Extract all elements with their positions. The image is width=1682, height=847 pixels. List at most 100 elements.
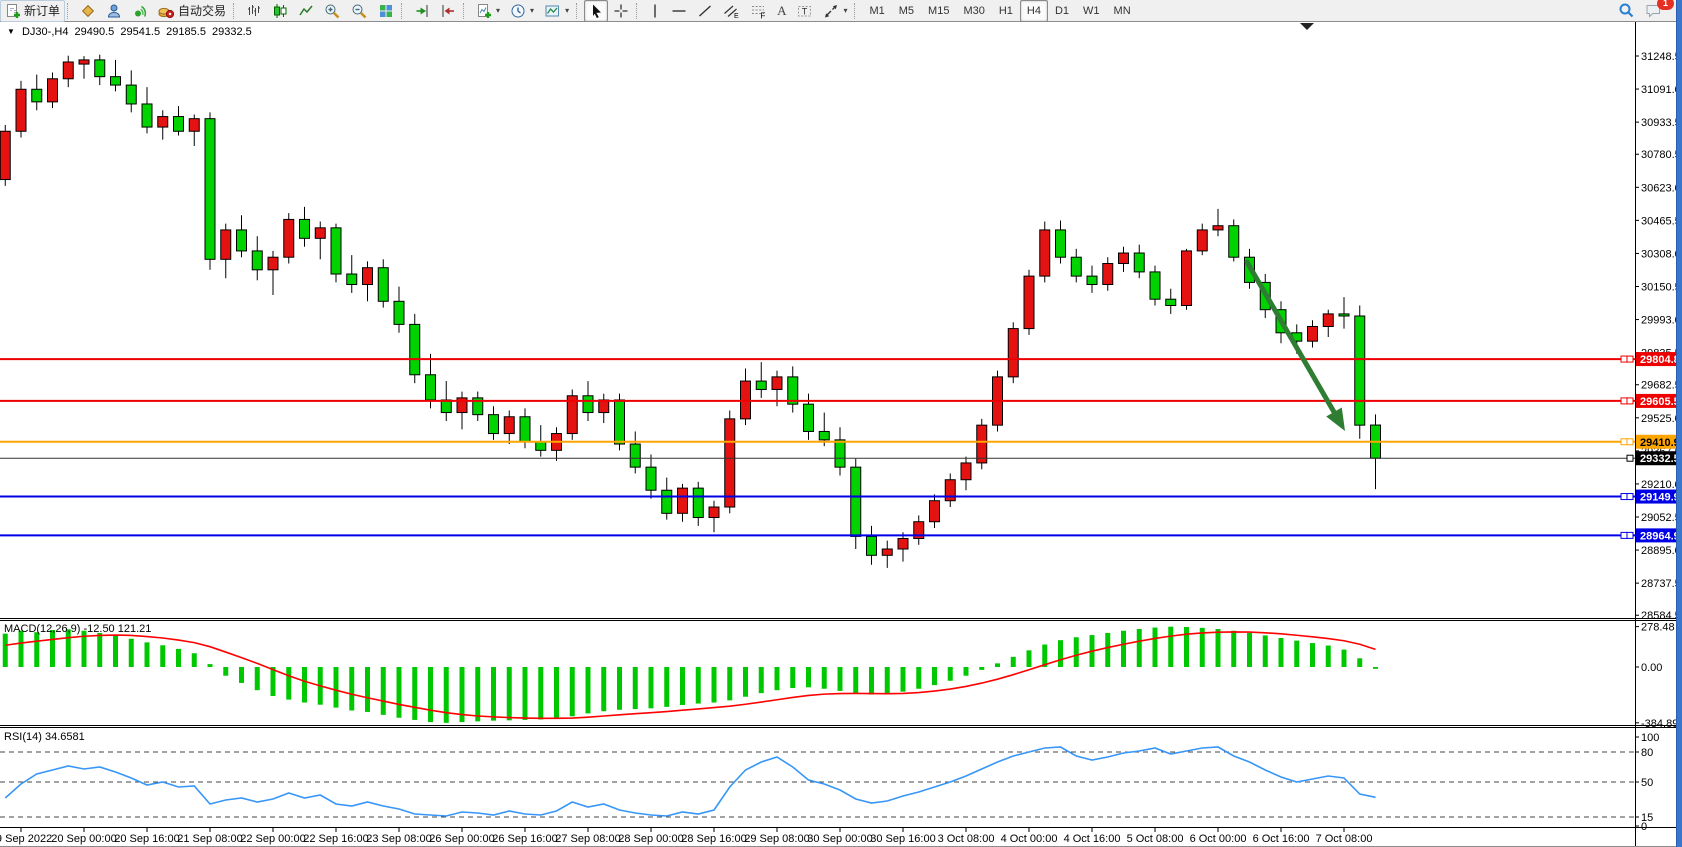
toolbar-separator <box>233 2 239 19</box>
svg-text:26 Sep 16:00: 26 Sep 16:00 <box>492 833 557 845</box>
new-order-icon <box>7 3 20 18</box>
new-order-button[interactable]: 新订单 <box>0 0 66 22</box>
toolbar-separator <box>463 2 469 19</box>
svg-text:3 Oct 08:00: 3 Oct 08:00 <box>938 833 995 845</box>
chat-button[interactable]: 1 <box>1640 0 1674 22</box>
line-chart-button[interactable] <box>293 0 319 22</box>
svg-text:7 Oct 08:00: 7 Oct 08:00 <box>1316 833 1373 845</box>
hlines-layer <box>0 355 1635 539</box>
svg-text:29804.8: 29804.8 <box>1640 354 1680 366</box>
chart-title: ▼ DJ30-,H4 29490.5 29541.5 29185.5 29332… <box>7 26 255 38</box>
timeframe-m1[interactable]: M1 <box>869 4 885 17</box>
periods-button[interactable]: ▾ <box>505 0 539 22</box>
horizontal-line-tool-button[interactable] <box>666 0 692 22</box>
svg-text:26 Sep 00:00: 26 Sep 00:00 <box>429 833 494 845</box>
chart-shift-button[interactable] <box>435 0 461 22</box>
svg-text:20 Sep 00:00: 20 Sep 00:00 <box>51 833 116 845</box>
timeframe-m5[interactable]: M5 <box>898 4 915 17</box>
svg-text:22 Sep 16:00: 22 Sep 16:00 <box>303 833 368 845</box>
candlestick-chart-button[interactable] <box>267 0 293 22</box>
timeframe-h1[interactable]: H1 <box>998 4 1013 17</box>
timeframe-mn[interactable]: MN <box>1113 4 1131 17</box>
ohlc-close: 29332.5 <box>212 26 252 38</box>
signal-icon <box>135 5 147 17</box>
text-label-tool-button[interactable]: T <box>791 0 818 22</box>
collapse-arrow-icon[interactable]: ▼ <box>7 27 15 36</box>
auto-trading-label: 自动交易 <box>178 4 227 18</box>
arrows-tool-button[interactable]: ▾ <box>818 0 852 22</box>
crosshair-tool-button[interactable] <box>608 0 634 22</box>
toolbar-separator <box>636 2 642 19</box>
timeframe-m15[interactable]: M15 <box>928 4 950 17</box>
auto-trading-button[interactable]: 自动交易 <box>153 0 231 22</box>
tile-windows-icon <box>380 4 393 17</box>
macd-title: MACD(12,26,9) <box>4 623 81 635</box>
channel-icon: E <box>724 5 739 19</box>
svg-text:29682.5: 29682.5 <box>1641 380 1681 392</box>
svg-text:50: 50 <box>1641 777 1653 789</box>
cursor-tool-button[interactable] <box>584 0 609 22</box>
arrows-icon <box>825 4 838 17</box>
rsi-title: RSI(14) <box>4 731 42 743</box>
templates-button[interactable]: ▾ <box>539 0 574 22</box>
label-letter: T <box>802 6 808 16</box>
auto-trading-icon <box>158 7 175 18</box>
fibonacci-tool-button[interactable]: F <box>745 0 772 22</box>
candlestick-icon <box>274 3 287 18</box>
equidistant-channel-tool-button[interactable]: E <box>718 0 745 22</box>
clock-icon <box>511 4 525 17</box>
channel-letter: E <box>734 13 739 19</box>
window-right-edge <box>1676 0 1682 847</box>
auto-scroll-button[interactable] <box>409 0 435 22</box>
svg-text:30465.5: 30465.5 <box>1641 215 1681 227</box>
cursor-icon <box>593 4 602 18</box>
chart-shift-icon <box>442 4 455 17</box>
svg-text:28584.5: 28584.5 <box>1641 610 1681 622</box>
notification-badge: 1 <box>1657 0 1674 10</box>
gold-diamond-icon <box>81 4 95 17</box>
toolbar-separator <box>854 2 860 19</box>
svg-text:-384.89: -384.89 <box>1641 718 1678 730</box>
timeframe-m30[interactable]: M30 <box>963 4 985 17</box>
svg-text:5 Oct 08:00: 5 Oct 08:00 <box>1127 833 1184 845</box>
timeframe-h4[interactable]: H4 <box>1019 0 1048 22</box>
price-badges: 29804.8 29605.5 29410.9 29149.9 28964.9 29332… <box>1626 352 1681 543</box>
indicators-button[interactable]: ▾ <box>471 0 505 22</box>
ohlc-open: 29490.5 <box>74 26 115 38</box>
svg-text:30933.5: 30933.5 <box>1641 117 1681 129</box>
svg-text:20 Sep 16:00: 20 Sep 16:00 <box>114 833 179 845</box>
svg-text:30 Sep 16:00: 30 Sep 16:00 <box>870 833 935 845</box>
zoom-in-button[interactable] <box>319 0 346 22</box>
svg-text:29332.5: 29332.5 <box>1640 453 1680 465</box>
svg-text:28 Sep 16:00: 28 Sep 16:00 <box>681 833 746 845</box>
timeframe-w1[interactable]: W1 <box>1083 4 1100 17</box>
new-order-label: 新订单 <box>24 4 61 18</box>
svg-text:30 Sep 00:00: 30 Sep 00:00 <box>807 833 872 845</box>
timeframe-d1[interactable]: D1 <box>1054 4 1070 17</box>
zoom-out-button[interactable] <box>346 0 373 22</box>
svg-text:29 Sep 08:00: 29 Sep 08:00 <box>744 833 809 845</box>
symbol-period: DJ30-,H4 <box>21 26 69 38</box>
search-button[interactable] <box>1613 0 1640 22</box>
templates-icon <box>545 5 560 16</box>
zoom-in-icon <box>325 4 340 18</box>
signals-button[interactable] <box>127 0 153 22</box>
bar-chart-button[interactable] <box>241 0 267 22</box>
text-tool-icon: A <box>777 2 787 18</box>
svg-text:21 Sep 08:00: 21 Sep 08:00 <box>177 833 242 845</box>
svg-text:278.48: 278.48 <box>1641 622 1675 634</box>
ohlc-high: 29541.5 <box>120 26 161 38</box>
toolbar-separator <box>67 2 73 19</box>
candles-layer <box>0 54 1381 568</box>
text-tool-button[interactable]: A <box>772 0 791 22</box>
text-label-icon: T <box>798 5 812 16</box>
tile-windows-button[interactable] <box>373 0 399 22</box>
accounts-button[interactable] <box>101 0 127 22</box>
timeframe-group: M1 M5 M15 M30 H1 H4 D1 W1 MN <box>862 0 1137 22</box>
vertical-line-tool-button[interactable] <box>644 0 666 22</box>
trendline-tool-button[interactable] <box>692 0 718 22</box>
metaeditor-button[interactable] <box>75 0 101 22</box>
